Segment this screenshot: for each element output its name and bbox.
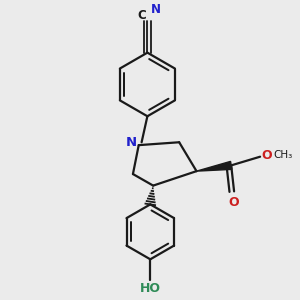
Text: N: N xyxy=(126,136,137,149)
Text: O: O xyxy=(229,196,239,209)
Text: HO: HO xyxy=(140,282,161,296)
Text: CH₃: CH₃ xyxy=(273,150,292,160)
Polygon shape xyxy=(196,161,232,171)
Text: O: O xyxy=(262,149,272,162)
Text: C: C xyxy=(137,9,146,22)
Text: N: N xyxy=(151,3,161,16)
